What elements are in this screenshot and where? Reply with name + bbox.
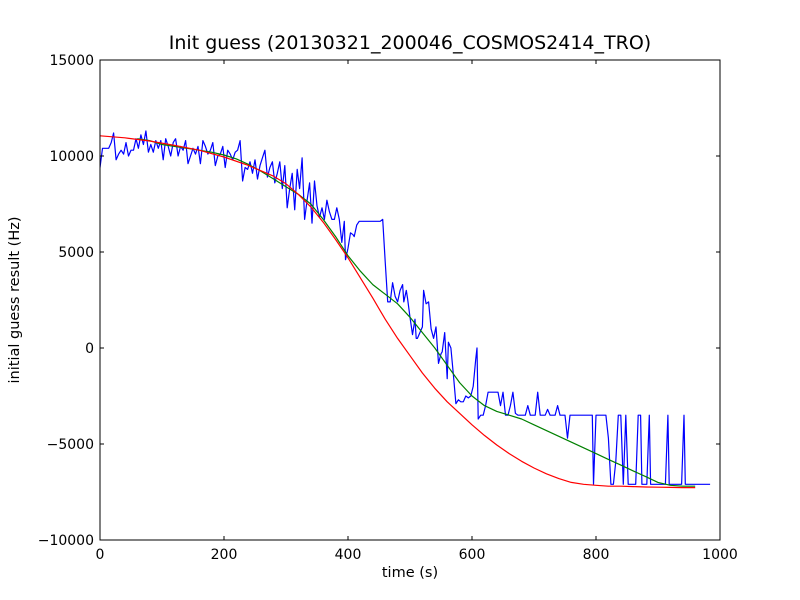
x-axis-label: time (s) xyxy=(382,565,438,581)
series-line-1 xyxy=(100,130,711,485)
y-axis-label: initial guess result (Hz) xyxy=(7,217,23,384)
series-line-3 xyxy=(100,135,696,489)
plot-frame xyxy=(99,59,721,541)
y-tick-label: −5000 xyxy=(47,437,94,453)
y-tick-label: 5000 xyxy=(58,245,94,261)
y-tick-label: 15000 xyxy=(49,53,94,69)
x-tick-label: 600 xyxy=(459,547,486,563)
chart-title: Init guess (20130321_200046_COSMOS2414_T… xyxy=(169,32,651,54)
y-tick-label: 0 xyxy=(85,341,94,357)
y-tick-label: −10000 xyxy=(38,533,94,549)
x-tick-label: 200 xyxy=(211,547,238,563)
x-tick-label: 1000 xyxy=(702,547,738,563)
y-tick-label: 10000 xyxy=(49,149,94,165)
series-line-2 xyxy=(137,138,696,487)
x-tick-label: 800 xyxy=(583,547,610,563)
plot-area xyxy=(100,130,711,489)
x-tick-label: 400 xyxy=(335,547,362,563)
x-tick-label: 0 xyxy=(96,547,105,563)
